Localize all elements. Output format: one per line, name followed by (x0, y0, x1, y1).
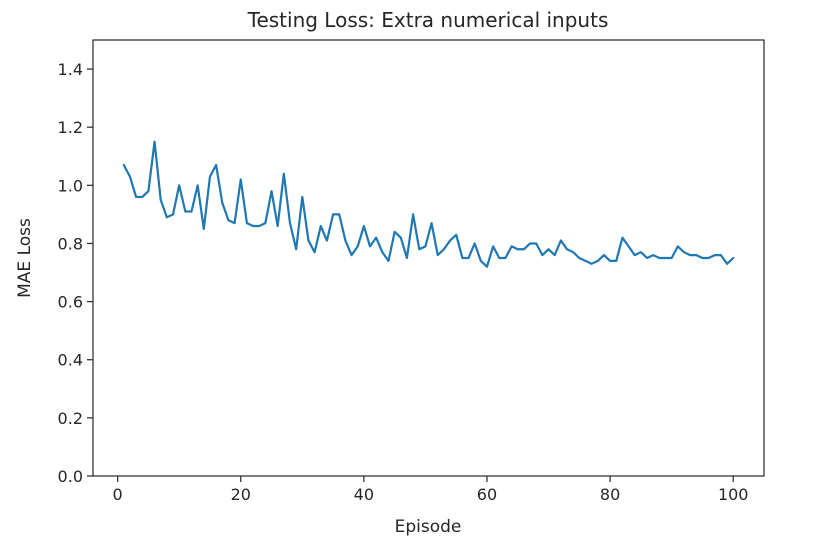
x-axis-label: Episode (395, 517, 462, 537)
x-tick-label: 0 (113, 485, 123, 504)
y-tick-label: 1.0 (58, 176, 83, 195)
x-tick-label: 20 (231, 485, 251, 504)
y-tick-label: 0.8 (58, 234, 83, 253)
y-tick-label: 1.4 (58, 60, 83, 79)
axis-ticks: 0 20 40 60 80 100 0.0 0.2 0.4 0.6 0.8 1.0 1.2 1.4 (58, 60, 749, 504)
y-tick-label: 0.6 (58, 293, 83, 312)
x-tick-label: 100 (718, 485, 749, 504)
y-tick-label: 0.2 (58, 409, 83, 428)
plot-area (122, 140, 735, 268)
y-tick-label: 0.4 (58, 351, 83, 370)
x-tick-label: 40 (354, 485, 374, 504)
x-tick-label: 80 (600, 485, 620, 504)
plot-frame (92, 39, 765, 477)
series-line (122, 140, 735, 268)
y-tick-label: 0.0 (58, 467, 83, 486)
y-axis-label: MAE Loss (15, 218, 35, 298)
x-tick-label: 60 (477, 485, 497, 504)
y-tick-label: 1.2 (58, 118, 83, 137)
chart-title: Testing Loss: Extra numerical inputs (247, 8, 609, 32)
